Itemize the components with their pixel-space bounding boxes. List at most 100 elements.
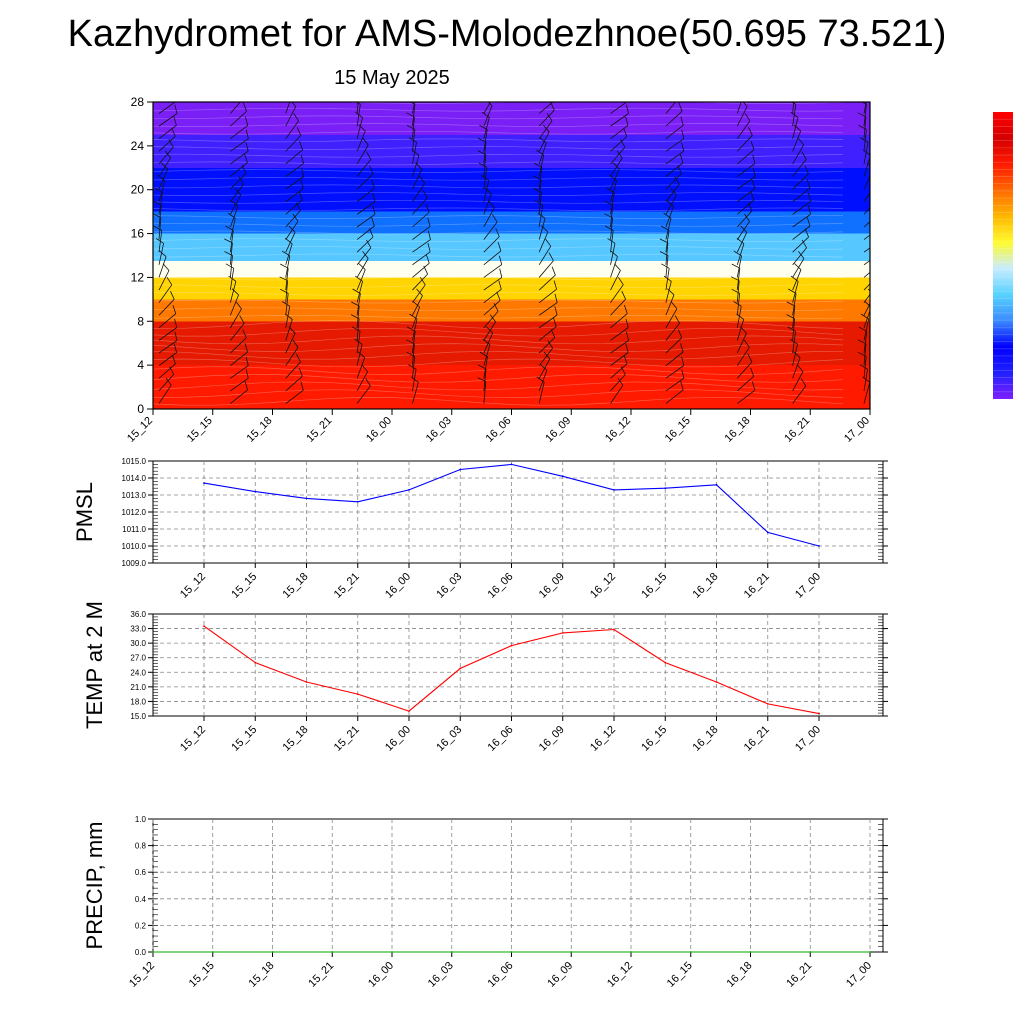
data-point [664,661,667,664]
y-tick-label: 15.0 [130,712,146,721]
x-tick-label: 16_21 [742,571,772,601]
wind-barb-flag [804,165,809,175]
wind-barb [483,236,500,253]
wind-barb-flag [800,378,807,387]
y-tick-label: 27.0 [130,654,146,663]
wind-barb [665,184,680,203]
wind-barb-flag [623,355,628,364]
wind-barb [665,206,674,228]
wind-barb-flag [159,250,167,257]
wind-barb [356,258,369,278]
wind-barb [483,193,492,215]
wind-barb-flag [610,250,618,257]
wind-barb [483,250,502,266]
wind-barb [483,117,490,139]
contour-line [153,146,843,150]
wind-barb-flag [546,113,553,122]
wind-barb-flag [224,238,233,244]
wind-barb-flag [165,377,172,386]
wind-barb-flag [857,339,867,345]
wind-barb-flag [372,205,376,215]
date-label: 15 May 2025 [334,67,450,89]
wind-barb [737,389,756,404]
data-point [331,951,334,953]
wind-barb-flag [733,301,742,307]
wind-barb-flag [365,378,371,387]
wind-barb [665,242,669,265]
wind-barb [863,302,870,316]
wind-barb-flag [553,91,556,100]
x-tick-label: 16_12 [588,571,618,601]
wind-barb-flag [674,176,680,185]
wind-barb [285,361,301,379]
wind-barb-flag [301,167,305,177]
wind-barb [230,389,248,404]
wind-barb [229,206,239,228]
wind-barb-flag [742,102,748,107]
contour-line [153,381,844,391]
wind-barb [158,102,176,114]
wind-barb-flag [168,139,174,148]
wind-barb [483,332,494,354]
x-tick-label: 16_03 [426,960,456,990]
wind-barb-flag [750,191,755,201]
wind-barb-flag [286,87,293,93]
wind-barb-flag [369,165,374,175]
wind-barb-flag [678,102,683,112]
contour-line [153,184,844,189]
wind-barb-flag [859,364,868,370]
wind-barb-flag [422,189,428,199]
wind-barb [285,199,303,215]
wind-barb [792,331,796,354]
wind-barb-flag [614,263,621,271]
wind-barb-flag [787,88,795,92]
wind-barb [158,327,178,341]
wind-barb [538,260,554,278]
wind-barb [230,183,244,203]
wind-barb [665,218,672,240]
x-tick-label: 15_15 [185,415,215,445]
contour-line [153,389,844,398]
wind-barb [665,323,680,341]
wind-barb-flag [808,192,811,202]
wind-barb [285,376,303,392]
wind-barb-flag [806,217,811,227]
wind-barb [538,358,551,379]
x-tick-label: 16_06 [486,724,516,754]
wind-barb-flag [617,276,624,285]
data-point [715,681,718,683]
wind-barb [792,269,802,291]
data-point [459,667,462,670]
wind-barb-flag [871,176,876,183]
wind-barb [863,271,870,278]
wind-barb-flag [864,300,870,307]
wind-barb [863,104,867,127]
x-tick-label: 17_00 [844,960,874,990]
wind-barb [863,382,870,404]
wind-barb [610,146,626,165]
wind-barb [412,382,419,404]
contour-line [153,315,844,319]
wind-barb [610,230,614,253]
wind-barb-flag [731,263,740,269]
wind-barb [483,321,496,341]
wind-barb-flag [789,338,798,345]
wind-barb [230,102,241,114]
y-tick-label: 21.0 [130,683,146,692]
wind-barb [158,136,176,152]
x-tick-label: 15_15 [229,571,259,601]
wind-barb [665,194,677,215]
wind-barb-flag [496,291,501,301]
wind-barb [610,298,626,316]
wind-barb [863,207,870,215]
wind-barb-flag [155,238,164,244]
x-tick-label: 16_15 [665,960,695,990]
data-point [459,468,462,471]
wind-barb-flag [296,353,301,363]
wind-barb-flag [551,266,556,276]
wind-barb-flag [752,154,756,164]
wind-barb-flag [793,124,801,132]
wind-barb-flag [548,252,554,261]
x-tick-label: 16_09 [537,724,567,754]
wind-barb [356,293,361,316]
